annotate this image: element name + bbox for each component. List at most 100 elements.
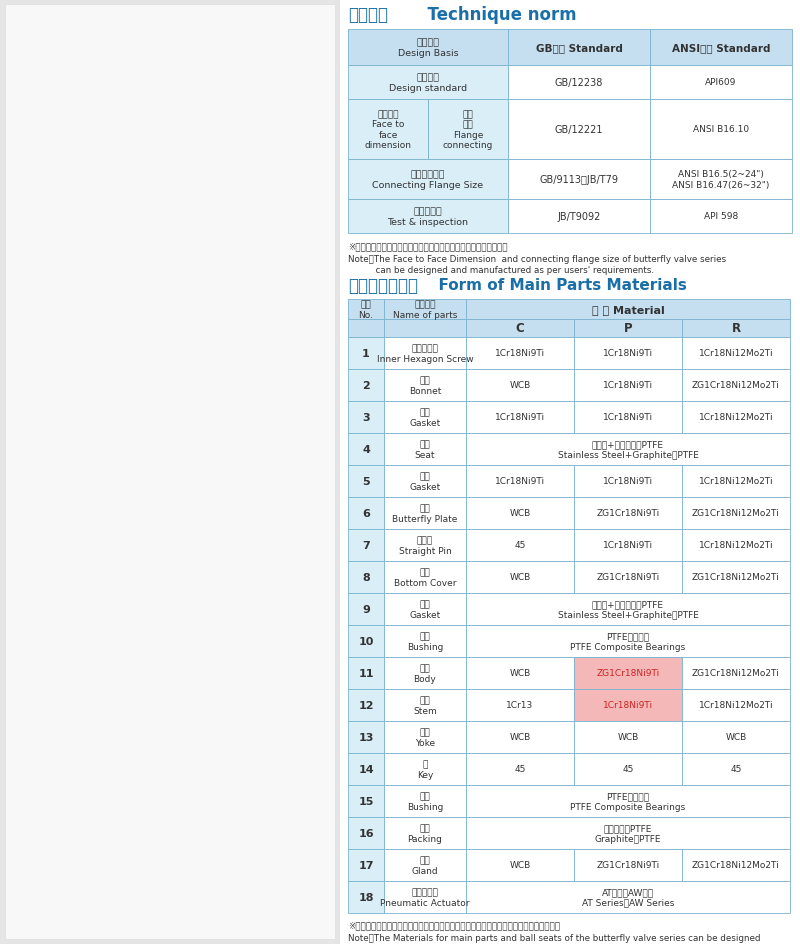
Bar	[574, 530, 682, 562]
Text: PTFE复合轴承
PTFE Composite Bearings: PTFE复合轴承 PTFE Composite Bearings	[570, 632, 686, 651]
Text: WCB: WCB	[510, 381, 530, 390]
Text: GB/12238: GB/12238	[555, 78, 603, 88]
Text: ZG1Cr18Ni12Mo2Ti: ZG1Cr18Ni12Mo2Ti	[692, 861, 780, 869]
Bar	[508, 200, 650, 234]
Text: 设计依据
Design Basis: 设计依据 Design Basis	[398, 39, 458, 58]
Text: 支架
Yoke: 支架 Yoke	[415, 728, 435, 747]
Bar	[384, 497, 466, 530]
Text: API 598: API 598	[704, 212, 738, 221]
Text: 圆柱销
Straight Pin: 圆柱销 Straight Pin	[398, 536, 451, 555]
Text: 零件名称
Name of parts: 零件名称 Name of parts	[393, 300, 457, 319]
Bar	[348, 66, 508, 100]
Bar	[348, 657, 384, 689]
Text: 下盖
Bottom Cover: 下盖 Bottom Cover	[394, 567, 456, 587]
Text: 15: 15	[358, 796, 374, 806]
Bar	[384, 299, 466, 320]
Bar	[574, 370, 682, 401]
Bar	[574, 401, 682, 433]
Text: 14: 14	[358, 765, 374, 774]
Bar	[384, 849, 466, 881]
Bar	[348, 753, 384, 785]
Bar	[348, 465, 384, 497]
Text: 1Cr18Ni12Mo2Ti: 1Cr18Ni12Mo2Ti	[698, 349, 774, 358]
Text: 45: 45	[514, 541, 526, 550]
Text: WCB: WCB	[510, 668, 530, 678]
Text: 5: 5	[362, 477, 370, 486]
Bar	[348, 530, 384, 562]
Text: 1Cr18Ni12Mo2Ti: 1Cr18Ni12Mo2Ti	[698, 541, 774, 550]
Bar	[340, 0, 800, 944]
Text: 8: 8	[362, 572, 370, 582]
Text: 1: 1	[362, 348, 370, 359]
Text: 压盖
Gland: 压盖 Gland	[412, 855, 438, 875]
Bar	[348, 785, 384, 818]
Text: JB/T9092: JB/T9092	[558, 211, 601, 222]
Text: ANSI标准 Standard: ANSI标准 Standard	[672, 43, 770, 53]
Bar	[384, 785, 466, 818]
Text: 连接法兰尺寸
Connecting Flange Size: 连接法兰尺寸 Connecting Flange Size	[373, 170, 483, 190]
Bar	[574, 849, 682, 881]
Text: ZG1Cr18Ni9Ti: ZG1Cr18Ni9Ti	[596, 509, 660, 518]
Text: 1Cr18Ni9Ti: 1Cr18Ni9Ti	[603, 381, 653, 390]
Bar	[466, 721, 574, 753]
Bar	[348, 200, 508, 234]
Bar	[348, 160, 508, 200]
Text: GB/9113、JB/T79: GB/9113、JB/T79	[539, 175, 618, 185]
Text: 序号
No.: 序号 No.	[358, 300, 374, 319]
Text: 垫片
Gasket: 垫片 Gasket	[410, 472, 441, 491]
Text: ANSI B16.5(2~24")
ANSI B16.47(26~32"): ANSI B16.5(2~24") ANSI B16.47(26~32")	[672, 170, 770, 190]
Bar	[466, 401, 574, 433]
Text: 18: 18	[358, 892, 374, 902]
Bar	[682, 849, 790, 881]
Bar	[384, 818, 466, 849]
Text: 填料
Packing: 填料 Packing	[407, 823, 442, 843]
Bar	[466, 497, 574, 530]
Bar	[466, 594, 790, 625]
Text: WCB: WCB	[510, 861, 530, 869]
Bar	[348, 849, 384, 881]
Bar	[466, 689, 574, 721]
Bar	[682, 562, 790, 594]
Bar	[574, 689, 682, 721]
Text: 法兰
连接
Flange
connecting: 法兰 连接 Flange connecting	[443, 110, 493, 150]
Bar	[384, 881, 466, 913]
Bar	[574, 657, 682, 689]
Text: C: C	[516, 322, 524, 335]
Bar	[384, 320, 466, 338]
Bar	[384, 594, 466, 625]
Bar	[384, 338, 466, 370]
Bar	[348, 881, 384, 913]
Bar	[574, 562, 682, 594]
Bar	[682, 657, 790, 689]
Text: WCB: WCB	[510, 509, 530, 518]
Text: WCB: WCB	[618, 733, 638, 742]
Bar	[682, 497, 790, 530]
Text: PTFE复合轴承
PTFE Composite Bearings: PTFE复合轴承 PTFE Composite Bearings	[570, 791, 686, 811]
Bar	[466, 562, 574, 594]
Bar	[466, 433, 790, 465]
Bar	[348, 320, 384, 338]
Text: ANSI B16.10: ANSI B16.10	[693, 126, 749, 134]
Text: 阀体
Body: 阀体 Body	[414, 664, 436, 683]
Bar	[650, 200, 792, 234]
Bar	[466, 530, 574, 562]
Text: ZG1Cr18Ni9Ti: ZG1Cr18Ni9Ti	[596, 573, 660, 582]
Text: GB标准 Standard: GB标准 Standard	[535, 43, 622, 53]
Bar	[348, 100, 428, 160]
Bar	[466, 338, 574, 370]
Bar	[384, 465, 466, 497]
Bar	[384, 625, 466, 657]
Text: 2: 2	[362, 380, 370, 391]
Text: 内六角螺钉
Inner Hexagon Screw: 内六角螺钉 Inner Hexagon Screw	[377, 344, 474, 363]
Bar	[466, 299, 790, 320]
Bar	[682, 401, 790, 433]
Bar	[384, 401, 466, 433]
Text: GB/12221: GB/12221	[554, 125, 603, 135]
Text: Note：The Materials for main parts and ball seats of the butterfly valve series c: Note：The Materials for main parts and ba…	[348, 933, 761, 942]
Text: 17: 17	[358, 860, 374, 870]
Bar	[348, 818, 384, 849]
Bar	[428, 100, 508, 160]
Text: 蝶板
Butterfly Plate: 蝶板 Butterfly Plate	[392, 504, 458, 523]
Bar	[682, 465, 790, 497]
Text: R: R	[731, 322, 741, 335]
